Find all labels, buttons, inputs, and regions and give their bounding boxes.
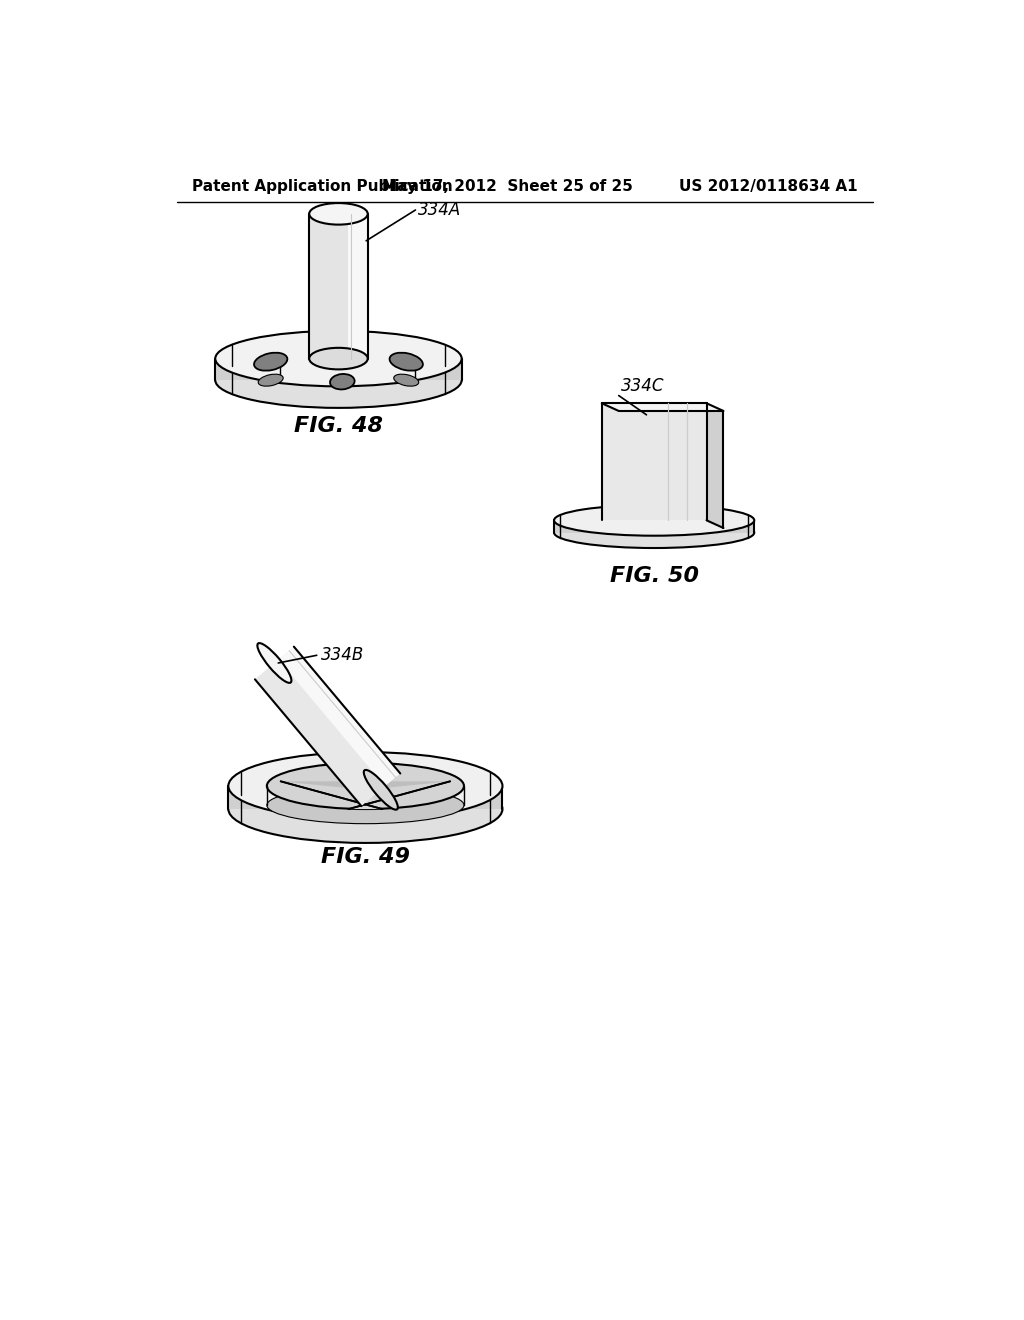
Text: 334B: 334B bbox=[321, 647, 364, 664]
Text: FIG. 48: FIG. 48 bbox=[294, 416, 383, 437]
Polygon shape bbox=[707, 404, 724, 528]
Polygon shape bbox=[602, 404, 707, 520]
Ellipse shape bbox=[257, 643, 292, 682]
Ellipse shape bbox=[364, 770, 398, 809]
Ellipse shape bbox=[267, 763, 464, 809]
Polygon shape bbox=[228, 785, 503, 809]
Polygon shape bbox=[348, 789, 382, 809]
Text: US 2012/0118634 A1: US 2012/0118634 A1 bbox=[679, 180, 857, 194]
Text: May 17, 2012  Sheet 25 of 25: May 17, 2012 Sheet 25 of 25 bbox=[382, 180, 633, 194]
Text: FIG. 50: FIG. 50 bbox=[609, 566, 698, 586]
Text: Patent Application Publication: Patent Application Publication bbox=[193, 180, 453, 194]
Ellipse shape bbox=[254, 352, 288, 371]
Polygon shape bbox=[279, 647, 400, 785]
Ellipse shape bbox=[394, 374, 419, 387]
Ellipse shape bbox=[215, 352, 462, 408]
Ellipse shape bbox=[228, 775, 503, 843]
Ellipse shape bbox=[267, 787, 464, 824]
Polygon shape bbox=[554, 520, 755, 533]
Ellipse shape bbox=[389, 352, 423, 371]
Text: FIG. 49: FIG. 49 bbox=[321, 847, 410, 867]
Polygon shape bbox=[309, 214, 368, 359]
Polygon shape bbox=[602, 404, 724, 411]
Ellipse shape bbox=[554, 506, 755, 536]
Polygon shape bbox=[281, 781, 451, 789]
Ellipse shape bbox=[330, 374, 354, 389]
Text: 334A: 334A bbox=[418, 201, 461, 219]
Ellipse shape bbox=[309, 348, 368, 370]
Ellipse shape bbox=[309, 203, 368, 224]
Ellipse shape bbox=[258, 374, 284, 387]
Ellipse shape bbox=[215, 331, 462, 387]
Text: 334C: 334C bbox=[621, 376, 665, 395]
Ellipse shape bbox=[554, 517, 755, 548]
Polygon shape bbox=[215, 359, 462, 380]
Polygon shape bbox=[348, 214, 368, 359]
Polygon shape bbox=[255, 647, 400, 807]
Ellipse shape bbox=[228, 752, 503, 820]
